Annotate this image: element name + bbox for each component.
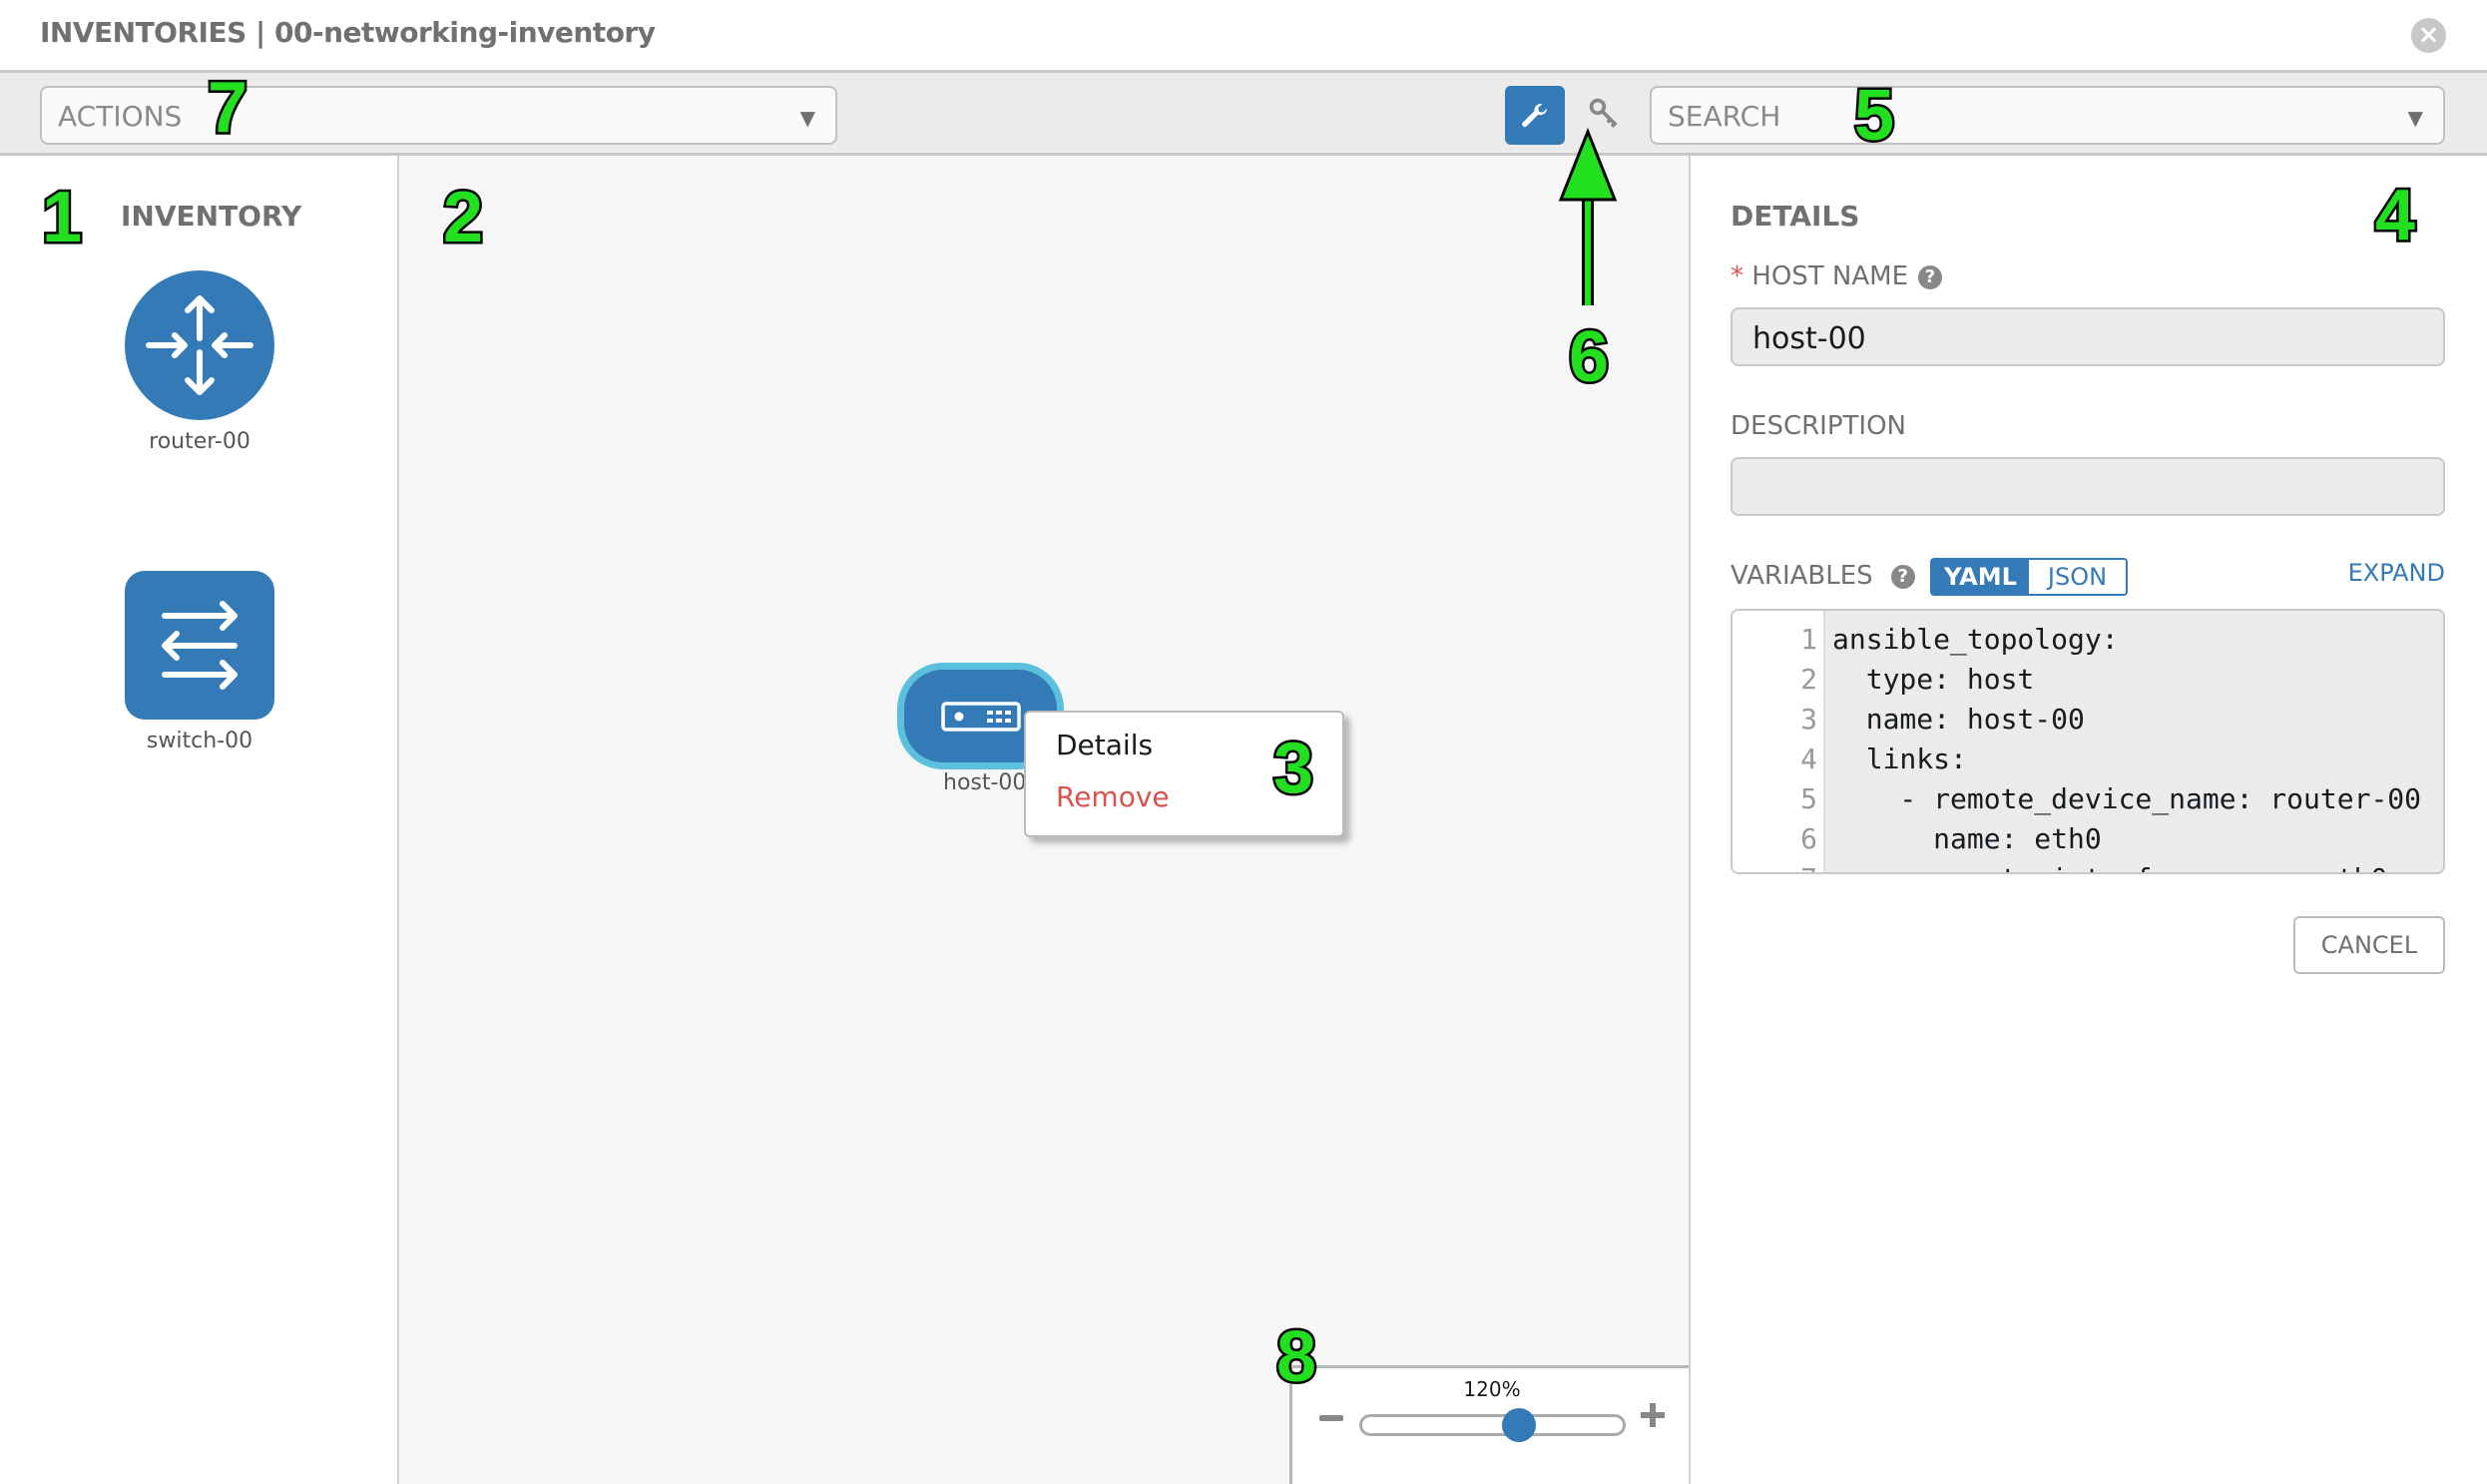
key-icon xyxy=(1589,98,1618,129)
annotation-arrow xyxy=(1558,128,1618,305)
code-line: - remote_device_name: router-00 xyxy=(1832,782,2422,815)
help-icon[interactable]: ? xyxy=(1918,265,1943,289)
zoom-out-icon[interactable] xyxy=(1319,1415,1343,1421)
code-line: name: host-00 xyxy=(1832,703,2085,736)
chevron-down-icon: ▼ xyxy=(799,106,815,130)
zoom-in-icon[interactable] xyxy=(1641,1403,1665,1427)
annotation-4: 4 xyxy=(2372,176,2417,255)
annotation-6: 6 xyxy=(1566,317,1611,397)
line-number: 1 xyxy=(1800,623,1817,656)
sidebar-item-switch[interactable] xyxy=(125,571,274,720)
chevron-down-icon: ▼ xyxy=(2407,106,2423,130)
code-line: remote_interface_name: eth0 xyxy=(1832,862,2387,872)
switch-label: switch-00 xyxy=(146,729,253,753)
cancel-button[interactable]: CANCEL xyxy=(2293,916,2445,974)
wrench-button[interactable] xyxy=(1505,86,1565,145)
sidebar-title: INVENTORY xyxy=(121,200,302,233)
line-number: 3 xyxy=(1800,703,1817,736)
host-name-label-text: HOST NAME xyxy=(1751,261,1909,291)
title-bar xyxy=(0,0,2487,73)
description-label: DESCRIPTION xyxy=(1731,411,1906,441)
host-node-label: host-00 xyxy=(943,770,1027,795)
search-placeholder: SEARCH xyxy=(1668,100,1781,133)
key-button[interactable] xyxy=(1585,94,1625,134)
yaml-toggle[interactable]: YAML xyxy=(1932,560,2029,594)
search-dropdown[interactable]: SEARCH ▼ xyxy=(1650,86,2445,145)
wrench-icon xyxy=(1522,103,1547,127)
host-icon xyxy=(940,701,1021,732)
zoom-level: 120% xyxy=(1463,1377,1521,1401)
line-gutter xyxy=(1733,611,1825,872)
annotation-3: 3 xyxy=(1270,729,1315,808)
details-title: DETAILS xyxy=(1731,200,1860,233)
variables-editor[interactable]: 1 ansible_topology: 2 type: host 3 name: ho… xyxy=(1731,609,2445,874)
annotation-8: 8 xyxy=(1273,1317,1318,1397)
required-mark: * xyxy=(1731,261,1743,291)
line-number: 2 xyxy=(1800,663,1817,696)
code-line: links: xyxy=(1832,742,1967,775)
help-icon[interactable]: ? xyxy=(1890,565,1915,589)
code-line: name: eth0 xyxy=(1832,822,2102,855)
zoom-slider-handle[interactable] xyxy=(1502,1408,1537,1442)
context-menu: Details Remove xyxy=(1024,711,1344,837)
line-number: 7 xyxy=(1733,862,1817,872)
description-input[interactable] xyxy=(1731,457,2445,516)
actions-dropdown[interactable]: ACTIONS ▼ xyxy=(40,86,837,145)
menu-item-details[interactable]: Details xyxy=(1056,729,1154,761)
close-icon[interactable]: × xyxy=(2411,18,2446,53)
actions-placeholder: ACTIONS xyxy=(58,100,183,133)
code-line: ansible_topology: xyxy=(1832,623,2119,656)
switch-icon xyxy=(162,601,238,690)
host-name-input[interactable]: host-00 xyxy=(1731,307,2445,366)
variables-label-text: VARIABLES xyxy=(1731,561,1873,591)
annotation-2: 2 xyxy=(440,178,485,257)
json-toggle[interactable]: JSON xyxy=(2029,560,2126,594)
sidebar-item-router[interactable] xyxy=(125,270,274,420)
menu-item-remove[interactable]: Remove xyxy=(1056,780,1170,813)
code-line: type: host xyxy=(1832,663,2035,696)
router-icon xyxy=(146,295,253,395)
line-number: 4 xyxy=(1800,742,1817,775)
annotation-7: 7 xyxy=(205,68,249,148)
router-label: router-00 xyxy=(149,429,250,454)
format-toggle: YAML JSON xyxy=(1930,558,2128,596)
annotation-1: 1 xyxy=(39,178,84,257)
variables-label: VARIABLES? xyxy=(1731,561,1915,591)
expand-link[interactable]: EXPAND xyxy=(2347,559,2445,587)
zoom-slider[interactable] xyxy=(1359,1414,1626,1436)
line-number: 6 xyxy=(1800,822,1817,855)
page-title: INVENTORIES | 00-networking-inventory xyxy=(40,16,656,49)
annotation-5: 5 xyxy=(1851,76,1896,156)
host-name-label: * HOST NAME? xyxy=(1731,261,1943,291)
line-number: 5 xyxy=(1800,782,1817,815)
